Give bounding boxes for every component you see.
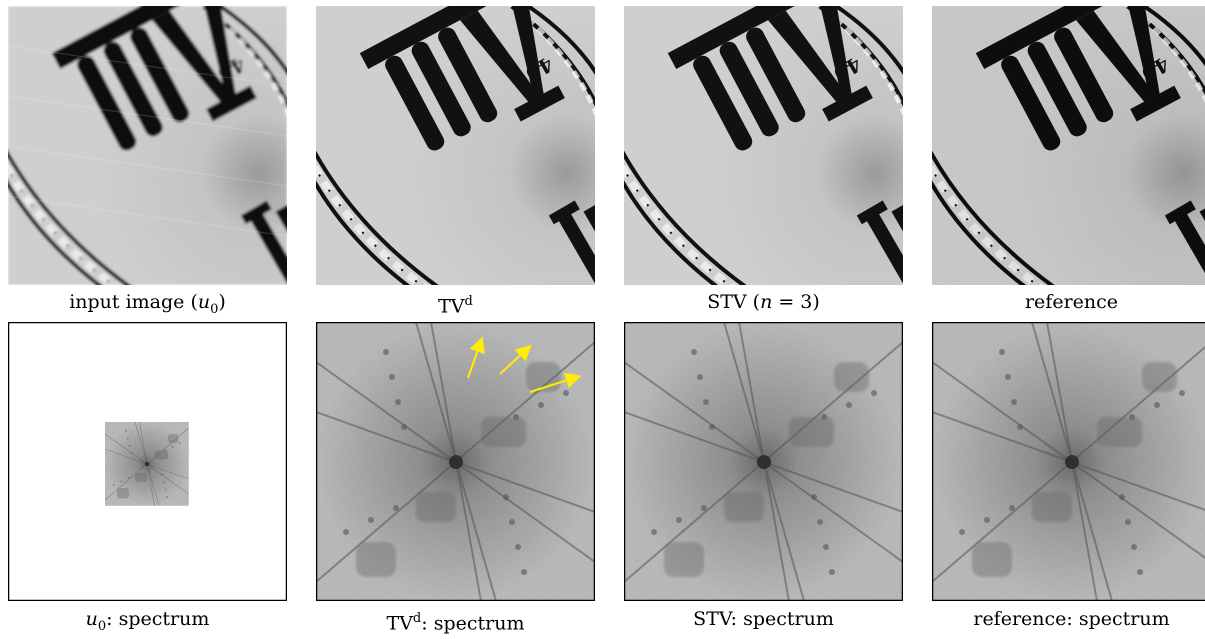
caption-tvd: TVd: [316, 290, 595, 318]
tvd-image-panel: [316, 6, 595, 285]
stv-spectrum-panel: [624, 322, 903, 601]
stv-image: [624, 6, 903, 285]
caption-stv-spectrum: STV: spectrum: [624, 607, 903, 631]
stv-spectrum: [624, 322, 903, 601]
tvd-image: [316, 6, 595, 285]
caption-u0-spectrum: u0: spectrum: [8, 607, 287, 639]
caption-reference-spectrum: reference: spectrum: [932, 607, 1205, 631]
reference-image-panel: [932, 6, 1205, 285]
u0-spectrum-panel: [8, 322, 287, 601]
input-image-panel: [8, 6, 287, 285]
tvd-spectrum-panel: [316, 322, 595, 601]
tvd-spectrum: [316, 322, 595, 601]
reference-spectrum-panel: [932, 322, 1205, 601]
caption-input-image: input image (u0): [8, 290, 287, 322]
reference-spectrum: [932, 322, 1205, 601]
caption-reference: reference: [932, 290, 1205, 314]
u0-spectrum: [8, 322, 287, 601]
caption-tvd-spectrum: TVd: spectrum: [316, 607, 595, 635]
reference-image: [932, 6, 1205, 285]
caption-stv: STV (n = 3): [624, 290, 903, 314]
stv-image-panel: [624, 6, 903, 285]
input-image: [8, 6, 287, 285]
